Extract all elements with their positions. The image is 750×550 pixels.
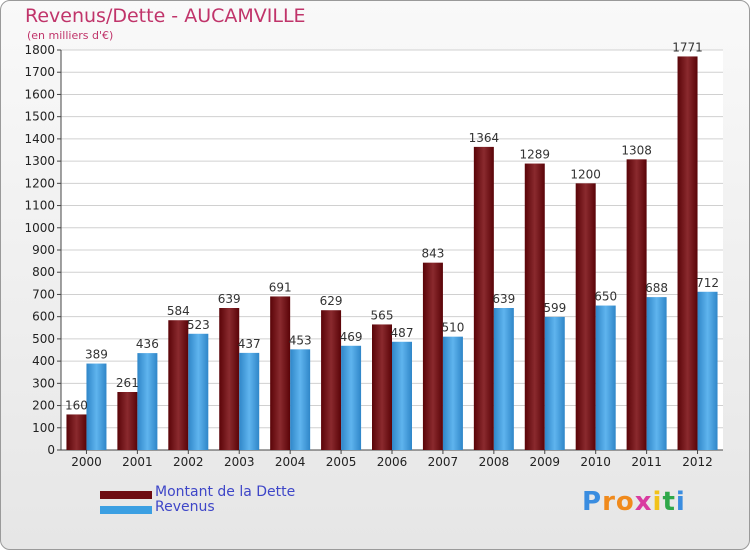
bar-debt (321, 310, 342, 450)
logo-letter: x (634, 487, 653, 517)
data-label-revenue: 599 (543, 301, 566, 315)
proxiti-logo: Proxiti (582, 487, 686, 517)
data-label-revenue: 639 (492, 292, 515, 306)
data-label-debt: 691 (269, 280, 292, 294)
legend-label-revenue: Revenus (155, 499, 215, 515)
x-tick-label: 2006 (377, 455, 408, 469)
bar-revenue (392, 341, 412, 450)
logo-letter: t (662, 487, 676, 517)
x-tick-label: 2009 (529, 455, 560, 469)
bar-revenue (341, 345, 362, 450)
data-label-revenue: 712 (696, 276, 719, 290)
y-tick-label: 1300 (24, 154, 55, 168)
y-tick-label: 600 (32, 310, 55, 324)
data-label-revenue: 510 (441, 321, 464, 335)
bar-debt (372, 324, 392, 450)
data-label-debt: 1364 (469, 131, 500, 145)
logo-letter: o (615, 487, 635, 517)
x-tick-label: 2001 (122, 455, 153, 469)
bar-revenue (493, 308, 514, 450)
data-label-debt: 160 (65, 398, 88, 412)
data-label-revenue: 437 (238, 337, 261, 351)
y-tick-label: 1600 (24, 87, 55, 101)
bar-debt (66, 414, 87, 450)
y-tick-label: 0 (47, 443, 55, 457)
y-tick-label: 1400 (24, 132, 55, 146)
bar-debt (677, 56, 698, 450)
bar-debt (524, 163, 545, 451)
x-tick-label: 2000 (71, 455, 102, 469)
x-tick-label: 2010 (580, 455, 611, 469)
data-label-revenue: 453 (289, 333, 312, 347)
y-tick-label: 1200 (24, 176, 55, 190)
bar-debt (168, 320, 189, 450)
y-tick-label: 1000 (24, 221, 55, 235)
bar-revenue (239, 352, 260, 450)
bar-debt (270, 296, 291, 450)
data-label-debt: 843 (421, 247, 444, 261)
x-tick-label: 2004 (275, 455, 306, 469)
bar-debt (117, 392, 138, 450)
data-label-debt: 565 (371, 308, 394, 322)
data-label-debt: 261 (116, 376, 139, 390)
bar-debt (575, 183, 596, 451)
data-label-debt: 1200 (570, 167, 601, 181)
x-tick-label: 2002 (173, 455, 204, 469)
legend-label-debt: Montant de la Dette (155, 484, 296, 500)
y-tick-label: 700 (32, 287, 55, 301)
x-tick-label: 2003 (224, 455, 255, 469)
chart-title: Revenus/Dette - AUCAMVILLE (25, 5, 306, 27)
chart-subtitle: (en milliers d'€) (27, 29, 114, 42)
x-tick-label: 2007 (428, 455, 459, 469)
y-tick-label: 1100 (24, 199, 55, 213)
y-tick-label: 300 (32, 376, 55, 390)
data-label-revenue: 523 (187, 318, 210, 332)
data-label-revenue: 389 (85, 348, 108, 362)
logo-letter: i (675, 487, 686, 517)
data-label-debt: 584 (167, 304, 190, 318)
x-tick-label: 2008 (479, 455, 510, 469)
data-label-debt: 1289 (519, 148, 550, 162)
y-tick-label: 100 (32, 421, 55, 435)
y-tick-label: 800 (32, 265, 55, 279)
bar-revenue (188, 333, 209, 450)
logo-letter: P (582, 487, 603, 517)
data-label-revenue: 650 (594, 290, 617, 304)
bar-revenue (86, 363, 107, 450)
y-tick-label: 200 (32, 399, 55, 413)
data-label-debt: 1771 (672, 40, 703, 54)
bar-revenue (137, 353, 158, 450)
bar-revenue (442, 336, 463, 450)
x-tick-label: 2005 (326, 455, 357, 469)
y-tick-label: 1500 (24, 110, 55, 124)
data-label-debt: 1308 (621, 143, 652, 157)
bar-debt (422, 262, 443, 450)
bar-revenue (544, 316, 565, 450)
bar-debt (219, 308, 240, 450)
data-label-revenue: 436 (136, 337, 159, 351)
logo-letter: r (602, 487, 616, 517)
y-tick-label: 1800 (24, 43, 55, 57)
data-label-debt: 639 (218, 292, 241, 306)
legend-swatch-revenue (100, 506, 152, 514)
bar-debt (626, 159, 647, 451)
y-tick-label: 400 (32, 354, 55, 368)
data-label-revenue: 469 (340, 330, 363, 344)
legend-swatch-debt (100, 491, 152, 499)
bar-revenue (595, 305, 616, 450)
y-tick-label: 900 (32, 243, 55, 257)
x-tick-label: 2012 (682, 455, 713, 469)
logo-letter: i (652, 487, 663, 517)
bar-debt (473, 146, 494, 450)
data-label-revenue: 487 (391, 326, 414, 340)
x-tick-label: 2011 (631, 455, 662, 469)
bar-revenue (646, 297, 667, 450)
y-tick-label: 1700 (24, 65, 55, 79)
bar-revenue (697, 291, 718, 450)
data-label-revenue: 688 (645, 281, 668, 295)
y-tick-label: 500 (32, 332, 55, 346)
data-label-debt: 629 (320, 294, 343, 308)
bar-revenue (290, 349, 311, 450)
